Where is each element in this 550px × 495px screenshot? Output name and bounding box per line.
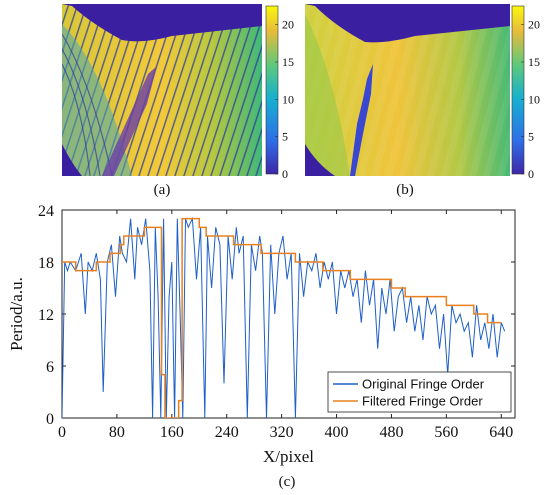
- x-tick-label: 240: [215, 424, 239, 441]
- caption-b: (b): [396, 182, 414, 198]
- y-tick-label: 24: [38, 203, 54, 220]
- caption-c: (c): [278, 474, 296, 490]
- x-tick-label: 640: [489, 424, 513, 441]
- x-tick-label: 160: [160, 424, 184, 441]
- colorbar-tick-label: 20: [282, 18, 294, 32]
- plot-frame: [61, 209, 516, 419]
- colorbar-tick-label: 15: [528, 55, 540, 69]
- legend-entry: Filtered Fringe Order: [362, 394, 483, 409]
- colorbar-a: 0 5 10 15 20: [265, 5, 294, 179]
- series-filtered-line: [62, 217, 502, 418]
- x-tick-label: 80: [109, 424, 125, 441]
- x-axis-label: X/pixel: [263, 447, 314, 466]
- y-tick-label: 6: [46, 359, 54, 376]
- x-tick-label: 560: [434, 424, 458, 441]
- caption-a: (a): [153, 182, 171, 198]
- colorbar-tick-label: 20: [528, 18, 540, 32]
- legend-box: [327, 371, 512, 413]
- y-axis-label: Period/a.u.: [7, 277, 26, 351]
- x-tick-label: 320: [270, 424, 294, 441]
- fringe-map-raw: [61, 4, 262, 177]
- y-tick-label: 0: [46, 411, 54, 428]
- y-tick-label: 12: [38, 307, 54, 324]
- colorbar-tick-label: 5: [528, 130, 534, 144]
- colorbar-tick-label: 10: [528, 92, 540, 106]
- colorbar-tick-label: 0: [282, 167, 288, 179]
- panel-a: 0 5 10 15 20 (a): [61, 4, 302, 198]
- colorbar-b: 0 5 10 15 20: [511, 5, 540, 179]
- y-tick-label: 18: [38, 255, 54, 272]
- legend: Original Fringe Order Filtered Fringe Ord…: [327, 371, 512, 413]
- panel-b: 0 5 10 15 20 (b): [305, 4, 550, 198]
- x-tick-label: 0: [58, 424, 66, 441]
- fringe-map-filtered: [305, 4, 510, 176]
- x-tick-label: 400: [325, 424, 349, 441]
- x-tick-label: 480: [379, 424, 403, 441]
- colorbar-tick-label: 5: [282, 130, 288, 144]
- colorbar-tick-label: 15: [282, 55, 294, 69]
- colorbar-tick-label: 10: [282, 92, 294, 106]
- colorbar-tick-label: 0: [528, 167, 534, 179]
- legend-entry: Original Fringe Order: [362, 377, 485, 392]
- series-original-line: [62, 216, 506, 418]
